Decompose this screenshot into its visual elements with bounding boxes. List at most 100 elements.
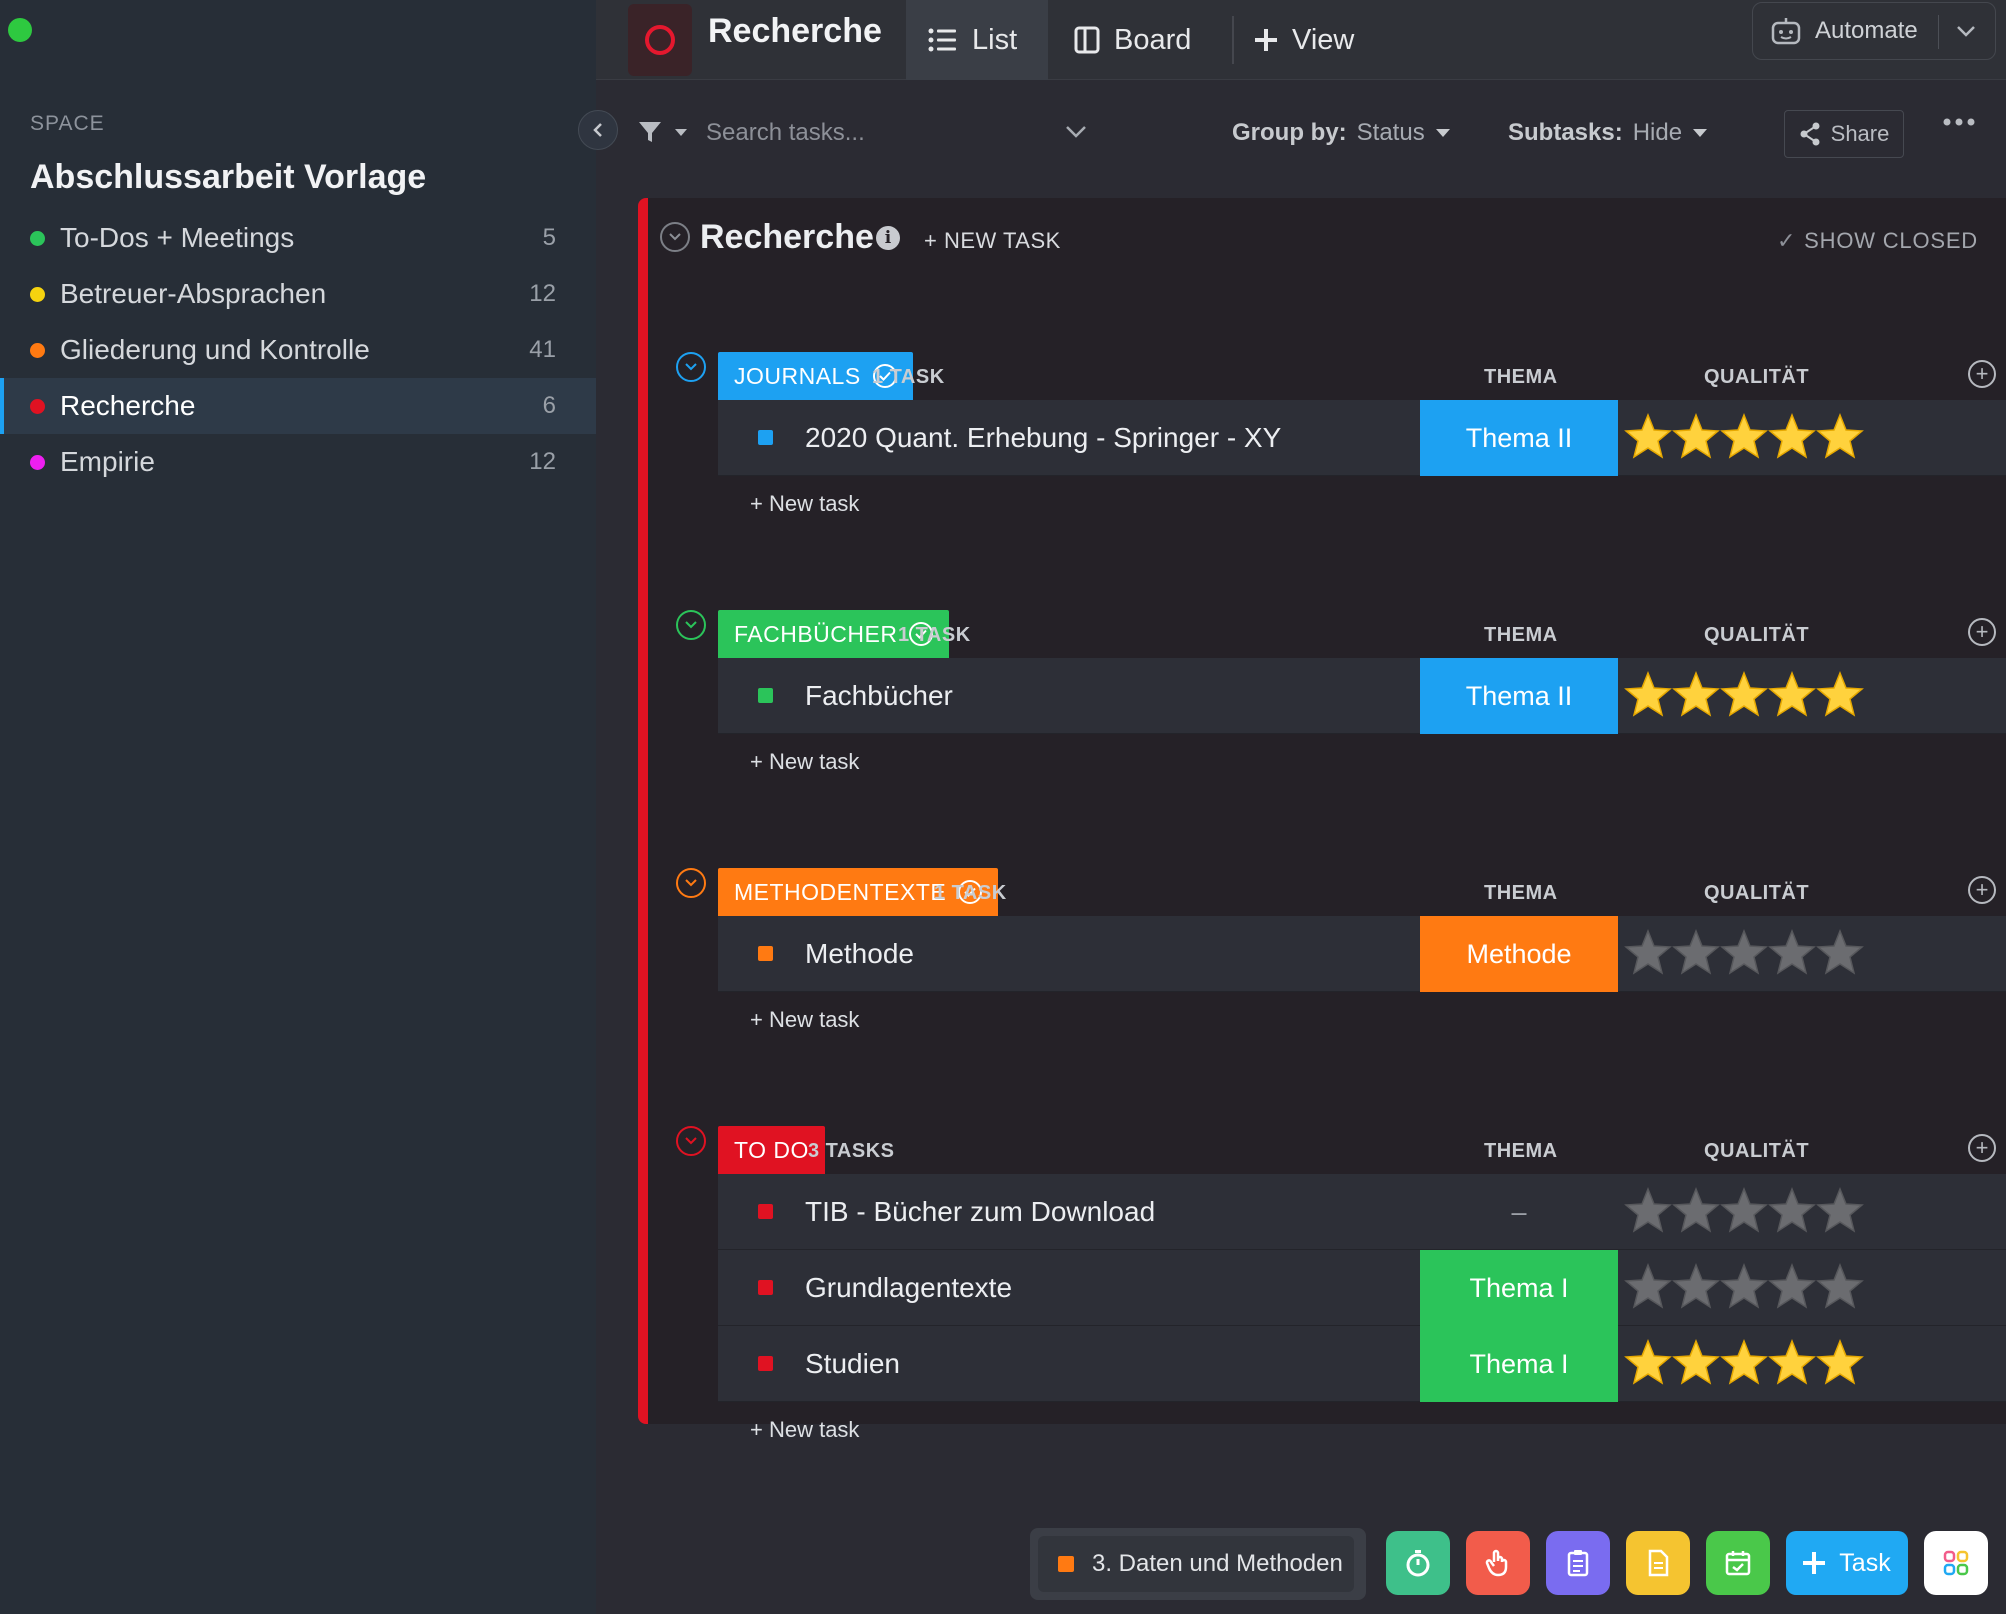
collapse-list-button[interactable]: [660, 222, 690, 252]
rating-stars[interactable]: [1624, 1260, 1864, 1312]
task-name[interactable]: 2020 Quant. Erhebung - Springer - XY: [805, 421, 1282, 453]
task-row[interactable]: Grundlagentexte Thema I: [718, 1250, 2006, 1326]
chevron-down-icon[interactable]: [1064, 122, 1088, 140]
column-header-thema[interactable]: THEMA: [1484, 882, 1558, 904]
collapse-group-button[interactable]: [676, 1126, 706, 1156]
task-status-square[interactable]: [758, 430, 773, 445]
task-status-square[interactable]: [758, 1204, 773, 1219]
share-button[interactable]: Share: [1784, 110, 1904, 158]
task-name[interactable]: TIB - Bücher zum Download: [805, 1195, 1156, 1227]
star-empty-icon[interactable]: [1624, 1260, 1672, 1312]
column-header-qualitaet[interactable]: QUALITÄT: [1704, 882, 1810, 904]
document-dock-button[interactable]: [1626, 1531, 1690, 1595]
add-column-button[interactable]: +: [1968, 876, 1996, 904]
hand-pointer-dock-button[interactable]: [1466, 1531, 1530, 1595]
task-status-square[interactable]: [758, 1280, 773, 1295]
star-filled-icon[interactable]: [1720, 410, 1768, 462]
status-pill[interactable]: TO DO: [718, 1126, 825, 1174]
star-filled-icon[interactable]: [1624, 410, 1672, 462]
star-empty-icon[interactable]: [1672, 1184, 1720, 1236]
star-empty-icon[interactable]: [1720, 926, 1768, 978]
collapse-sidebar-button[interactable]: [578, 110, 618, 150]
new-task-button[interactable]: + NEW TASK: [924, 228, 1061, 253]
star-empty-icon[interactable]: [1624, 1184, 1672, 1236]
list-title[interactable]: Recherche: [708, 12, 882, 50]
add-column-button[interactable]: +: [1968, 618, 1996, 646]
sidebar-item-2[interactable]: Betreuer-Absprachen 12: [0, 266, 596, 322]
task-name[interactable]: Studien: [805, 1347, 900, 1379]
notepad-dock-button[interactable]: [1546, 1531, 1610, 1595]
calendar-check-dock-button[interactable]: [1706, 1531, 1770, 1595]
sidebar-item-1[interactable]: To-Dos + Meetings 5: [0, 210, 596, 266]
star-empty-icon[interactable]: [1816, 1184, 1864, 1236]
task-row[interactable]: TIB - Bücher zum Download –: [718, 1174, 2006, 1250]
new-task-link[interactable]: + New task: [750, 491, 860, 516]
chevron-down-icon[interactable]: [1955, 17, 1977, 45]
task-name[interactable]: Methode: [805, 937, 914, 969]
column-header-qualitaet[interactable]: QUALITÄT: [1704, 366, 1810, 388]
add-column-button[interactable]: +: [1968, 360, 1996, 388]
window-control-dot[interactable]: [8, 18, 32, 42]
new-task-link[interactable]: + New task: [750, 749, 860, 774]
search-input[interactable]: [706, 110, 1106, 156]
star-filled-icon[interactable]: [1768, 668, 1816, 720]
star-empty-icon[interactable]: [1816, 926, 1864, 978]
filter-button[interactable]: [638, 120, 688, 144]
tab-list[interactable]: List: [906, 0, 1048, 80]
star-filled-icon[interactable]: [1672, 1336, 1720, 1388]
task-row[interactable]: Methode Methode: [718, 916, 2006, 992]
star-empty-icon[interactable]: [1720, 1260, 1768, 1312]
apps-grid-button[interactable]: [1924, 1531, 1988, 1595]
rating-stars[interactable]: [1624, 668, 1864, 720]
star-empty-icon[interactable]: [1768, 1184, 1816, 1236]
column-header-qualitaet[interactable]: QUALITÄT: [1704, 1140, 1810, 1162]
task-status-square[interactable]: [758, 946, 773, 961]
subtasks-dropdown[interactable]: Subtasks: Hide: [1508, 119, 1708, 147]
column-header-thema[interactable]: THEMA: [1484, 624, 1558, 646]
status-pill[interactable]: METHODENTEXTE: [718, 868, 999, 916]
task-name[interactable]: Grundlagentexte: [805, 1271, 1013, 1303]
task-row[interactable]: 2020 Quant. Erhebung - Springer - XY Them…: [718, 400, 2006, 476]
column-header-thema[interactable]: THEMA: [1484, 366, 1558, 388]
star-filled-icon[interactable]: [1624, 1336, 1672, 1388]
new-task-dock-button[interactable]: Task: [1786, 1531, 1908, 1595]
star-empty-icon[interactable]: [1720, 1184, 1768, 1236]
star-filled-icon[interactable]: [1624, 668, 1672, 720]
space-title[interactable]: Abschlussarbeit Vorlage: [30, 158, 427, 196]
sidebar-item-3[interactable]: Gliederung und Kontrolle 41: [0, 322, 596, 378]
star-filled-icon[interactable]: [1720, 1336, 1768, 1388]
rating-stars[interactable]: [1624, 410, 1864, 462]
new-task-link[interactable]: + New task: [750, 1007, 860, 1032]
star-empty-icon[interactable]: [1672, 926, 1720, 978]
star-empty-icon[interactable]: [1624, 926, 1672, 978]
star-filled-icon[interactable]: [1816, 668, 1864, 720]
collapse-group-button[interactable]: [676, 610, 706, 640]
info-icon[interactable]: i: [876, 226, 900, 250]
star-empty-icon[interactable]: [1672, 1260, 1720, 1312]
task-row[interactable]: Fachbücher Thema II: [718, 658, 2006, 734]
status-pill[interactable]: JOURNALS: [718, 352, 913, 400]
star-filled-icon[interactable]: [1672, 410, 1720, 462]
thema-label[interactable]: Thema II: [1420, 400, 1618, 476]
task-status-square[interactable]: [758, 688, 773, 703]
star-empty-icon[interactable]: [1768, 1260, 1816, 1312]
star-filled-icon[interactable]: [1768, 1336, 1816, 1388]
star-filled-icon[interactable]: [1672, 668, 1720, 720]
column-header-thema[interactable]: THEMA: [1484, 1140, 1558, 1162]
sidebar-item-5[interactable]: Empirie 12: [0, 434, 596, 490]
more-options-icon[interactable]: [1942, 116, 1976, 128]
thema-label[interactable]: Thema II: [1420, 658, 1618, 734]
star-filled-icon[interactable]: [1816, 1336, 1864, 1388]
star-filled-icon[interactable]: [1720, 668, 1768, 720]
sidebar-item-4[interactable]: Recherche 6: [0, 378, 596, 434]
task-name[interactable]: Fachbücher: [805, 679, 953, 711]
collapse-group-button[interactable]: [676, 352, 706, 382]
star-empty-icon[interactable]: [1768, 926, 1816, 978]
group-by-dropdown[interactable]: Group by: Status: [1232, 119, 1451, 147]
thema-label[interactable]: Thema I: [1420, 1250, 1618, 1326]
thema-empty[interactable]: –: [1511, 1196, 1527, 1227]
task-status-square[interactable]: [758, 1356, 773, 1371]
add-view-button[interactable]: View: [1254, 0, 1354, 80]
collapse-group-button[interactable]: [676, 868, 706, 898]
rating-stars[interactable]: [1624, 1184, 1864, 1236]
